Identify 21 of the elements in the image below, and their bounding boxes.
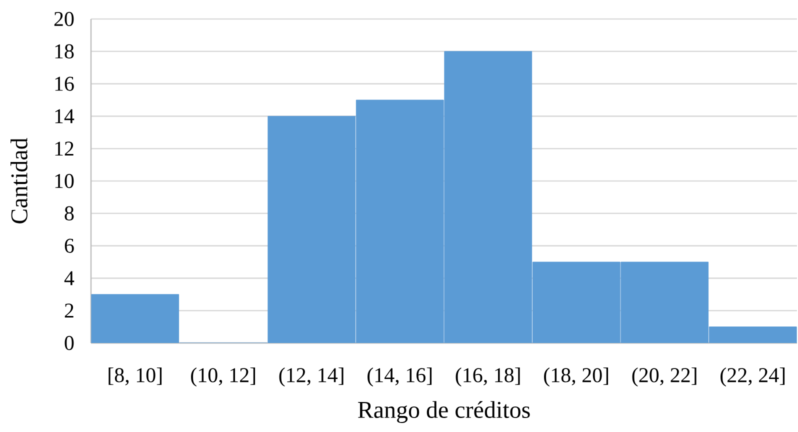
x-tick-label: (22, 24] [720,368,785,387]
x-tick-label: (16, 18] [456,368,520,387]
y-tick-label: 0 [64,336,74,350]
y-tick-label: 2 [64,304,74,318]
y-tick-label: 18 [55,44,74,58]
x-tick-label: (10, 12] [191,368,256,387]
y-tick-label: 8 [64,206,74,220]
y-axis-title: Cantidad [10,138,28,224]
x-axis-title: Rango de créditos [358,401,530,423]
y-tick-label: 12 [55,142,74,156]
y-tick-label: 6 [64,238,74,253]
y-tick-label: 16 [55,76,74,91]
y-tick-label: 14 [55,109,74,124]
x-tick-label: [8, 10] [108,368,162,386]
y-tick-label: 20 [54,12,74,26]
x-tick-label: (14, 16] [368,368,432,387]
x-tick-label: (20, 22] [632,368,696,387]
x-tick-label: (12, 14] [279,368,344,387]
y-tick-label: 4 [64,271,74,286]
x-tick-label: (18, 20] [544,368,608,387]
y-tick-label: 10 [55,174,74,188]
